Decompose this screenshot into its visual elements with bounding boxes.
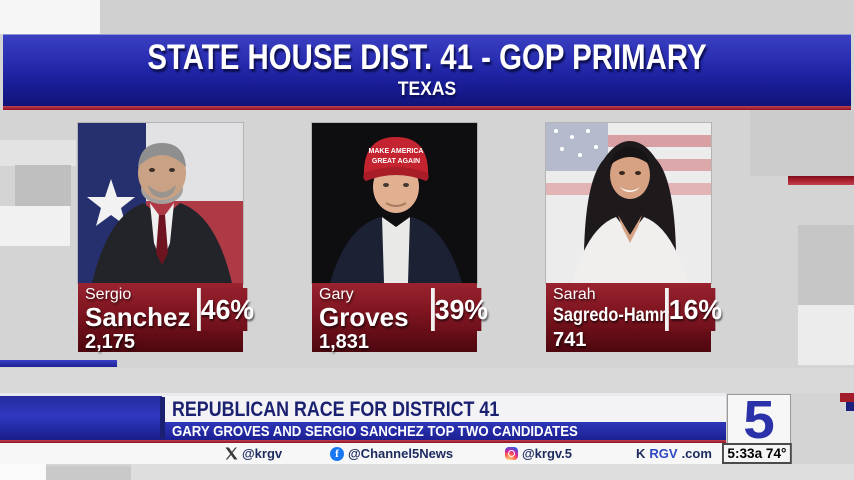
background-block — [0, 368, 854, 393]
candidate-last-name: Groves — [319, 302, 409, 332]
background-block — [131, 464, 854, 480]
candidate-first-name: Sergio — [85, 286, 132, 303]
candidate-vote-count: 741 — [553, 329, 587, 351]
instagram-icon — [505, 447, 518, 460]
candidate-vote-count: 2,175 — [85, 331, 136, 353]
lower-third-red-line — [0, 440, 726, 443]
ticker-instagram-item: @krgv.5 — [505, 445, 572, 462]
channel5-logo: 5 — [743, 390, 775, 450]
time-temperature-box: 5:33a 74° — [722, 443, 792, 464]
background-block — [0, 140, 76, 166]
candidate-photo — [78, 123, 243, 283]
ticker-facebook-item: f @Channel5News — [330, 445, 453, 462]
x-twitter-icon — [225, 447, 238, 460]
red-accent-corner — [840, 393, 854, 402]
candidate-percent: 16% — [665, 288, 722, 331]
candidate-photo: MAKE AMERICA GREAT AGAIN — [312, 123, 477, 283]
website-k: K — [636, 446, 646, 461]
candidate-percent: 46% — [197, 288, 254, 331]
race-title: STATE HOUSE DIST. 41 - GOP PRIMARY — [147, 38, 707, 77]
ticker-facebook-handle: @Channel5News — [348, 446, 454, 461]
lower-third-headline-box — [162, 396, 726, 422]
ticker-instagram-handle: @krgv.5 — [522, 446, 573, 461]
background-block — [100, 0, 854, 34]
background-block — [798, 305, 854, 365]
red-accent-bar — [788, 176, 854, 185]
website-rgv: RGV — [649, 446, 678, 461]
background-block — [0, 0, 100, 34]
background-block — [0, 464, 46, 480]
headline-banner: STATE HOUSE DIST. 41 - GOP PRIMARY TEXAS — [3, 34, 851, 106]
facebook-icon: f — [330, 446, 344, 461]
candidate-last-name: Sanchez — [85, 302, 191, 332]
background-block — [750, 110, 854, 176]
background-block — [46, 466, 131, 480]
candidate-card-sagredo-hammond: Sarah Sagredo-Hammond 741 16% — [546, 123, 722, 352]
blue-accent-corner — [846, 402, 854, 411]
lower-third-headline: REPUBLICAN RACE FOR DISTRICT 41 — [172, 398, 500, 421]
candidate-first-name: Sarah — [553, 286, 596, 303]
ticker-x-handle: @krgv — [242, 446, 283, 461]
background-block — [15, 165, 71, 206]
candidate-vote-count: 1,831 — [319, 331, 370, 353]
background-block — [0, 206, 70, 246]
candidate-photo — [546, 123, 711, 283]
lower-third-top-line — [0, 393, 726, 396]
ticker-website-item: K RGV .com — [636, 445, 712, 462]
lower-third-sub-bar — [162, 422, 726, 440]
race-subtitle: TEXAS — [397, 79, 457, 100]
ticker-x-item: @krgv — [225, 445, 282, 462]
cap-text-bottom: GREAT AGAIN — [372, 158, 420, 165]
lower-third-subheadline: GARY GROVES AND SERGIO SANCHEZ TOP TWO C… — [172, 423, 578, 440]
candidate-card-sanchez: Sergio Sanchez 2,175 46% — [78, 123, 254, 353]
candidate-first-name: Gary — [319, 286, 354, 303]
candidate-percent: 39% — [431, 288, 488, 331]
website-dotcom: .com — [681, 446, 712, 461]
cap-text-top: MAKE AMERICA — [369, 148, 424, 155]
banner-red-line — [3, 106, 851, 110]
background-block — [798, 225, 854, 305]
lower-third-left-bar — [0, 396, 162, 440]
channel5-logo-box: 5 — [727, 390, 791, 450]
lower-third-divider-bar — [160, 397, 165, 439]
blue-accent-bar — [0, 360, 117, 367]
candidate-card-groves: MAKE AMERICA GREAT AGAIN Gary Groves 1,8… — [312, 123, 488, 353]
social-ticker: @krgv f @Channel5News @krgv.5 K RGV .com — [0, 443, 722, 464]
